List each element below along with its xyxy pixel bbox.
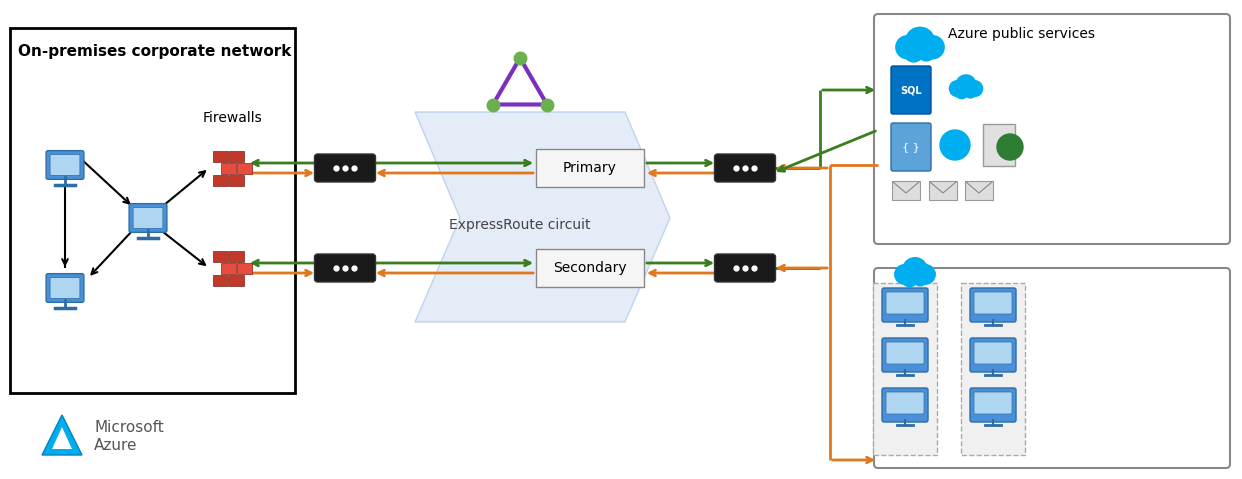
FancyBboxPatch shape [50, 155, 79, 175]
FancyBboxPatch shape [212, 274, 227, 285]
FancyBboxPatch shape [46, 151, 84, 179]
Text: { }: { } [902, 142, 920, 152]
FancyBboxPatch shape [882, 288, 928, 322]
Text: ExpressRoute circuit: ExpressRoute circuit [450, 218, 591, 232]
Polygon shape [415, 112, 669, 322]
Text: On-premises corporate network: On-premises corporate network [17, 44, 292, 59]
FancyBboxPatch shape [882, 388, 928, 422]
Text: Microsoft: Microsoft [94, 420, 164, 434]
Circle shape [902, 271, 918, 287]
FancyBboxPatch shape [965, 181, 994, 200]
FancyBboxPatch shape [974, 342, 1012, 364]
FancyBboxPatch shape [229, 274, 243, 285]
FancyBboxPatch shape [314, 154, 375, 182]
FancyBboxPatch shape [874, 268, 1230, 468]
Polygon shape [42, 415, 82, 455]
Text: SQL: SQL [900, 85, 922, 95]
Circle shape [918, 44, 935, 61]
FancyBboxPatch shape [961, 283, 1025, 455]
FancyBboxPatch shape [974, 292, 1012, 314]
Circle shape [895, 36, 919, 59]
Polygon shape [52, 427, 72, 449]
Circle shape [949, 80, 965, 97]
FancyBboxPatch shape [537, 149, 645, 187]
FancyBboxPatch shape [236, 262, 251, 274]
FancyBboxPatch shape [46, 274, 84, 302]
FancyBboxPatch shape [970, 338, 1016, 372]
FancyBboxPatch shape [714, 154, 775, 182]
FancyBboxPatch shape [891, 123, 932, 171]
FancyBboxPatch shape [882, 338, 928, 372]
FancyBboxPatch shape [874, 14, 1230, 244]
FancyBboxPatch shape [229, 174, 243, 185]
Circle shape [966, 80, 982, 97]
FancyBboxPatch shape [212, 251, 227, 262]
Text: Firewalls: Firewalls [204, 111, 263, 125]
FancyBboxPatch shape [873, 283, 936, 455]
Circle shape [904, 43, 923, 62]
Text: Secondary: Secondary [553, 261, 627, 275]
Circle shape [997, 134, 1023, 160]
FancyBboxPatch shape [221, 162, 236, 173]
FancyBboxPatch shape [212, 150, 227, 161]
FancyBboxPatch shape [891, 66, 932, 114]
FancyBboxPatch shape [129, 204, 166, 232]
Text: Azure public services: Azure public services [948, 27, 1095, 41]
FancyBboxPatch shape [970, 288, 1016, 322]
FancyBboxPatch shape [982, 124, 1015, 166]
FancyBboxPatch shape [229, 251, 243, 262]
FancyBboxPatch shape [970, 388, 1016, 422]
FancyBboxPatch shape [221, 262, 236, 274]
FancyBboxPatch shape [886, 392, 924, 414]
Circle shape [903, 258, 928, 282]
FancyBboxPatch shape [236, 162, 251, 173]
FancyBboxPatch shape [974, 392, 1012, 414]
Circle shape [965, 86, 976, 98]
Text: Azure: Azure [94, 437, 138, 453]
FancyBboxPatch shape [229, 150, 243, 161]
Text: Primary: Primary [563, 161, 617, 175]
FancyBboxPatch shape [50, 278, 79, 298]
FancyBboxPatch shape [537, 249, 645, 287]
Circle shape [940, 130, 970, 160]
Circle shape [922, 36, 944, 59]
Circle shape [905, 27, 935, 57]
FancyBboxPatch shape [886, 342, 924, 364]
FancyBboxPatch shape [892, 181, 920, 200]
FancyBboxPatch shape [212, 174, 227, 185]
FancyBboxPatch shape [714, 254, 775, 282]
FancyBboxPatch shape [314, 254, 375, 282]
Circle shape [956, 75, 976, 95]
FancyBboxPatch shape [133, 208, 163, 228]
FancyBboxPatch shape [929, 181, 958, 200]
FancyBboxPatch shape [10, 28, 296, 393]
Circle shape [915, 265, 935, 284]
Circle shape [913, 272, 928, 286]
Circle shape [955, 86, 969, 99]
Circle shape [894, 265, 914, 284]
FancyBboxPatch shape [886, 292, 924, 314]
